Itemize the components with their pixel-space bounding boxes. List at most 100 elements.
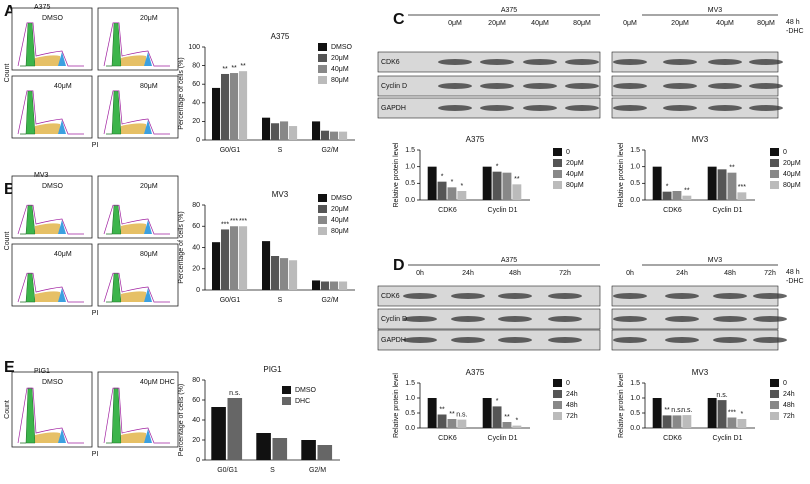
significance-label: *	[740, 411, 743, 418]
legend-label: DMSO	[331, 195, 353, 202]
y-tick-label: 0.0	[405, 197, 415, 204]
y-tick-label: 0.5	[405, 410, 415, 417]
histogram-fit	[17, 204, 84, 235]
bar	[707, 166, 717, 200]
y-tick-label: 1.0	[405, 164, 415, 171]
histogram-s-phase	[35, 432, 60, 443]
bar	[339, 131, 348, 140]
blot-band	[451, 316, 485, 322]
histogram-fit	[103, 90, 170, 135]
histogram-label: 20μM	[140, 183, 158, 190]
legend-swatch	[553, 379, 562, 387]
x-tick-label: CDK6	[663, 207, 682, 214]
chart-title: MV3	[692, 135, 709, 144]
blot-strip	[377, 285, 601, 307]
significance-label: **	[240, 63, 246, 70]
legend-swatch	[770, 181, 779, 189]
blot-lane-label: 48h	[724, 270, 736, 277]
bar	[321, 281, 330, 290]
blot-lane-label: 40μM	[531, 20, 549, 27]
histogram-label: 20μM	[140, 15, 158, 22]
legend-swatch	[553, 159, 562, 167]
y-tick-label: 40	[192, 417, 200, 424]
bar	[482, 166, 492, 200]
panel-letter: B	[4, 181, 16, 198]
histogram-fit	[103, 387, 170, 444]
y-tick-label: 1.5	[405, 380, 415, 387]
y-tick-label: 0	[196, 457, 200, 464]
blot-band	[403, 337, 437, 343]
bar	[482, 398, 492, 428]
blot-lane-label: 48h	[509, 270, 521, 277]
significance-label: **	[684, 188, 690, 195]
legend-label: 20μM	[331, 55, 349, 62]
blot-band	[438, 105, 472, 111]
legend-label: 48h	[566, 402, 578, 409]
blot-group-label: A375	[501, 257, 517, 264]
bar	[230, 73, 239, 140]
significance-label: *	[496, 164, 499, 171]
blot-band	[613, 83, 647, 89]
bar	[662, 191, 672, 200]
legend-label: 0	[566, 149, 570, 156]
y-axis-label: Percentage of cells (%)	[178, 384, 185, 456]
legend-swatch	[318, 216, 327, 224]
histogram-g2-peak	[144, 429, 152, 443]
significance-label: ***	[230, 218, 238, 225]
blot-band	[613, 293, 647, 299]
legend-label: 20μM	[331, 206, 349, 213]
histogram-fit	[103, 272, 170, 303]
significance-label: **	[222, 66, 228, 73]
histogram-fit	[17, 22, 84, 67]
y-tick-label: 1.0	[630, 395, 640, 402]
y-tick-label: 0.0	[630, 425, 640, 432]
flow-ylabel: Count	[4, 64, 11, 83]
y-tick-label: 0.0	[405, 425, 415, 432]
legend-label: 40μM	[783, 171, 801, 178]
blot-lane-label: 0h	[416, 270, 424, 277]
significance-label: **	[504, 414, 510, 421]
y-tick-label: 20	[192, 118, 200, 125]
blot-band	[613, 105, 647, 111]
blot-band	[548, 337, 582, 343]
x-tick-label: CDK6	[663, 435, 682, 442]
legend-swatch	[553, 170, 562, 178]
blot-band	[548, 293, 582, 299]
blot-band	[523, 105, 557, 111]
y-tick-label: 100	[188, 44, 200, 51]
legend-swatch	[553, 148, 562, 156]
legend-label: 80μM	[331, 77, 349, 84]
bar	[227, 398, 243, 460]
legend-swatch	[282, 386, 291, 394]
legend-label: 0	[566, 380, 570, 387]
legend-label: 72h	[566, 413, 578, 420]
histogram-fit	[103, 204, 170, 235]
blot-lane-label: 80μM	[757, 20, 775, 27]
bar	[256, 433, 271, 460]
bar	[427, 166, 437, 200]
bar	[212, 87, 221, 140]
x-tick-label: CDK6	[438, 207, 457, 214]
blot-band	[451, 293, 485, 299]
panel-letter: D	[393, 257, 405, 274]
y-tick-label: 20	[192, 266, 200, 273]
blot-row-label: Cyclin D	[381, 316, 407, 323]
blot-band	[665, 316, 699, 322]
significance-label: *	[441, 174, 444, 181]
bar	[301, 440, 316, 460]
bar	[280, 258, 289, 290]
y-tick-label: 60	[192, 81, 200, 88]
y-tick-label: 40	[192, 244, 200, 251]
significance-label: **	[439, 406, 445, 413]
chart-title: MV3	[692, 368, 709, 377]
blot-lane-label: 72h	[559, 270, 571, 277]
y-tick-label: 0	[196, 137, 200, 144]
blot-band	[523, 59, 557, 65]
bar	[330, 131, 339, 140]
histogram-s-phase	[121, 432, 146, 443]
x-tick-label: Cyclin D1	[488, 207, 518, 214]
histogram-s-phase	[121, 123, 146, 134]
legend-swatch	[318, 194, 327, 202]
bar	[492, 171, 502, 200]
